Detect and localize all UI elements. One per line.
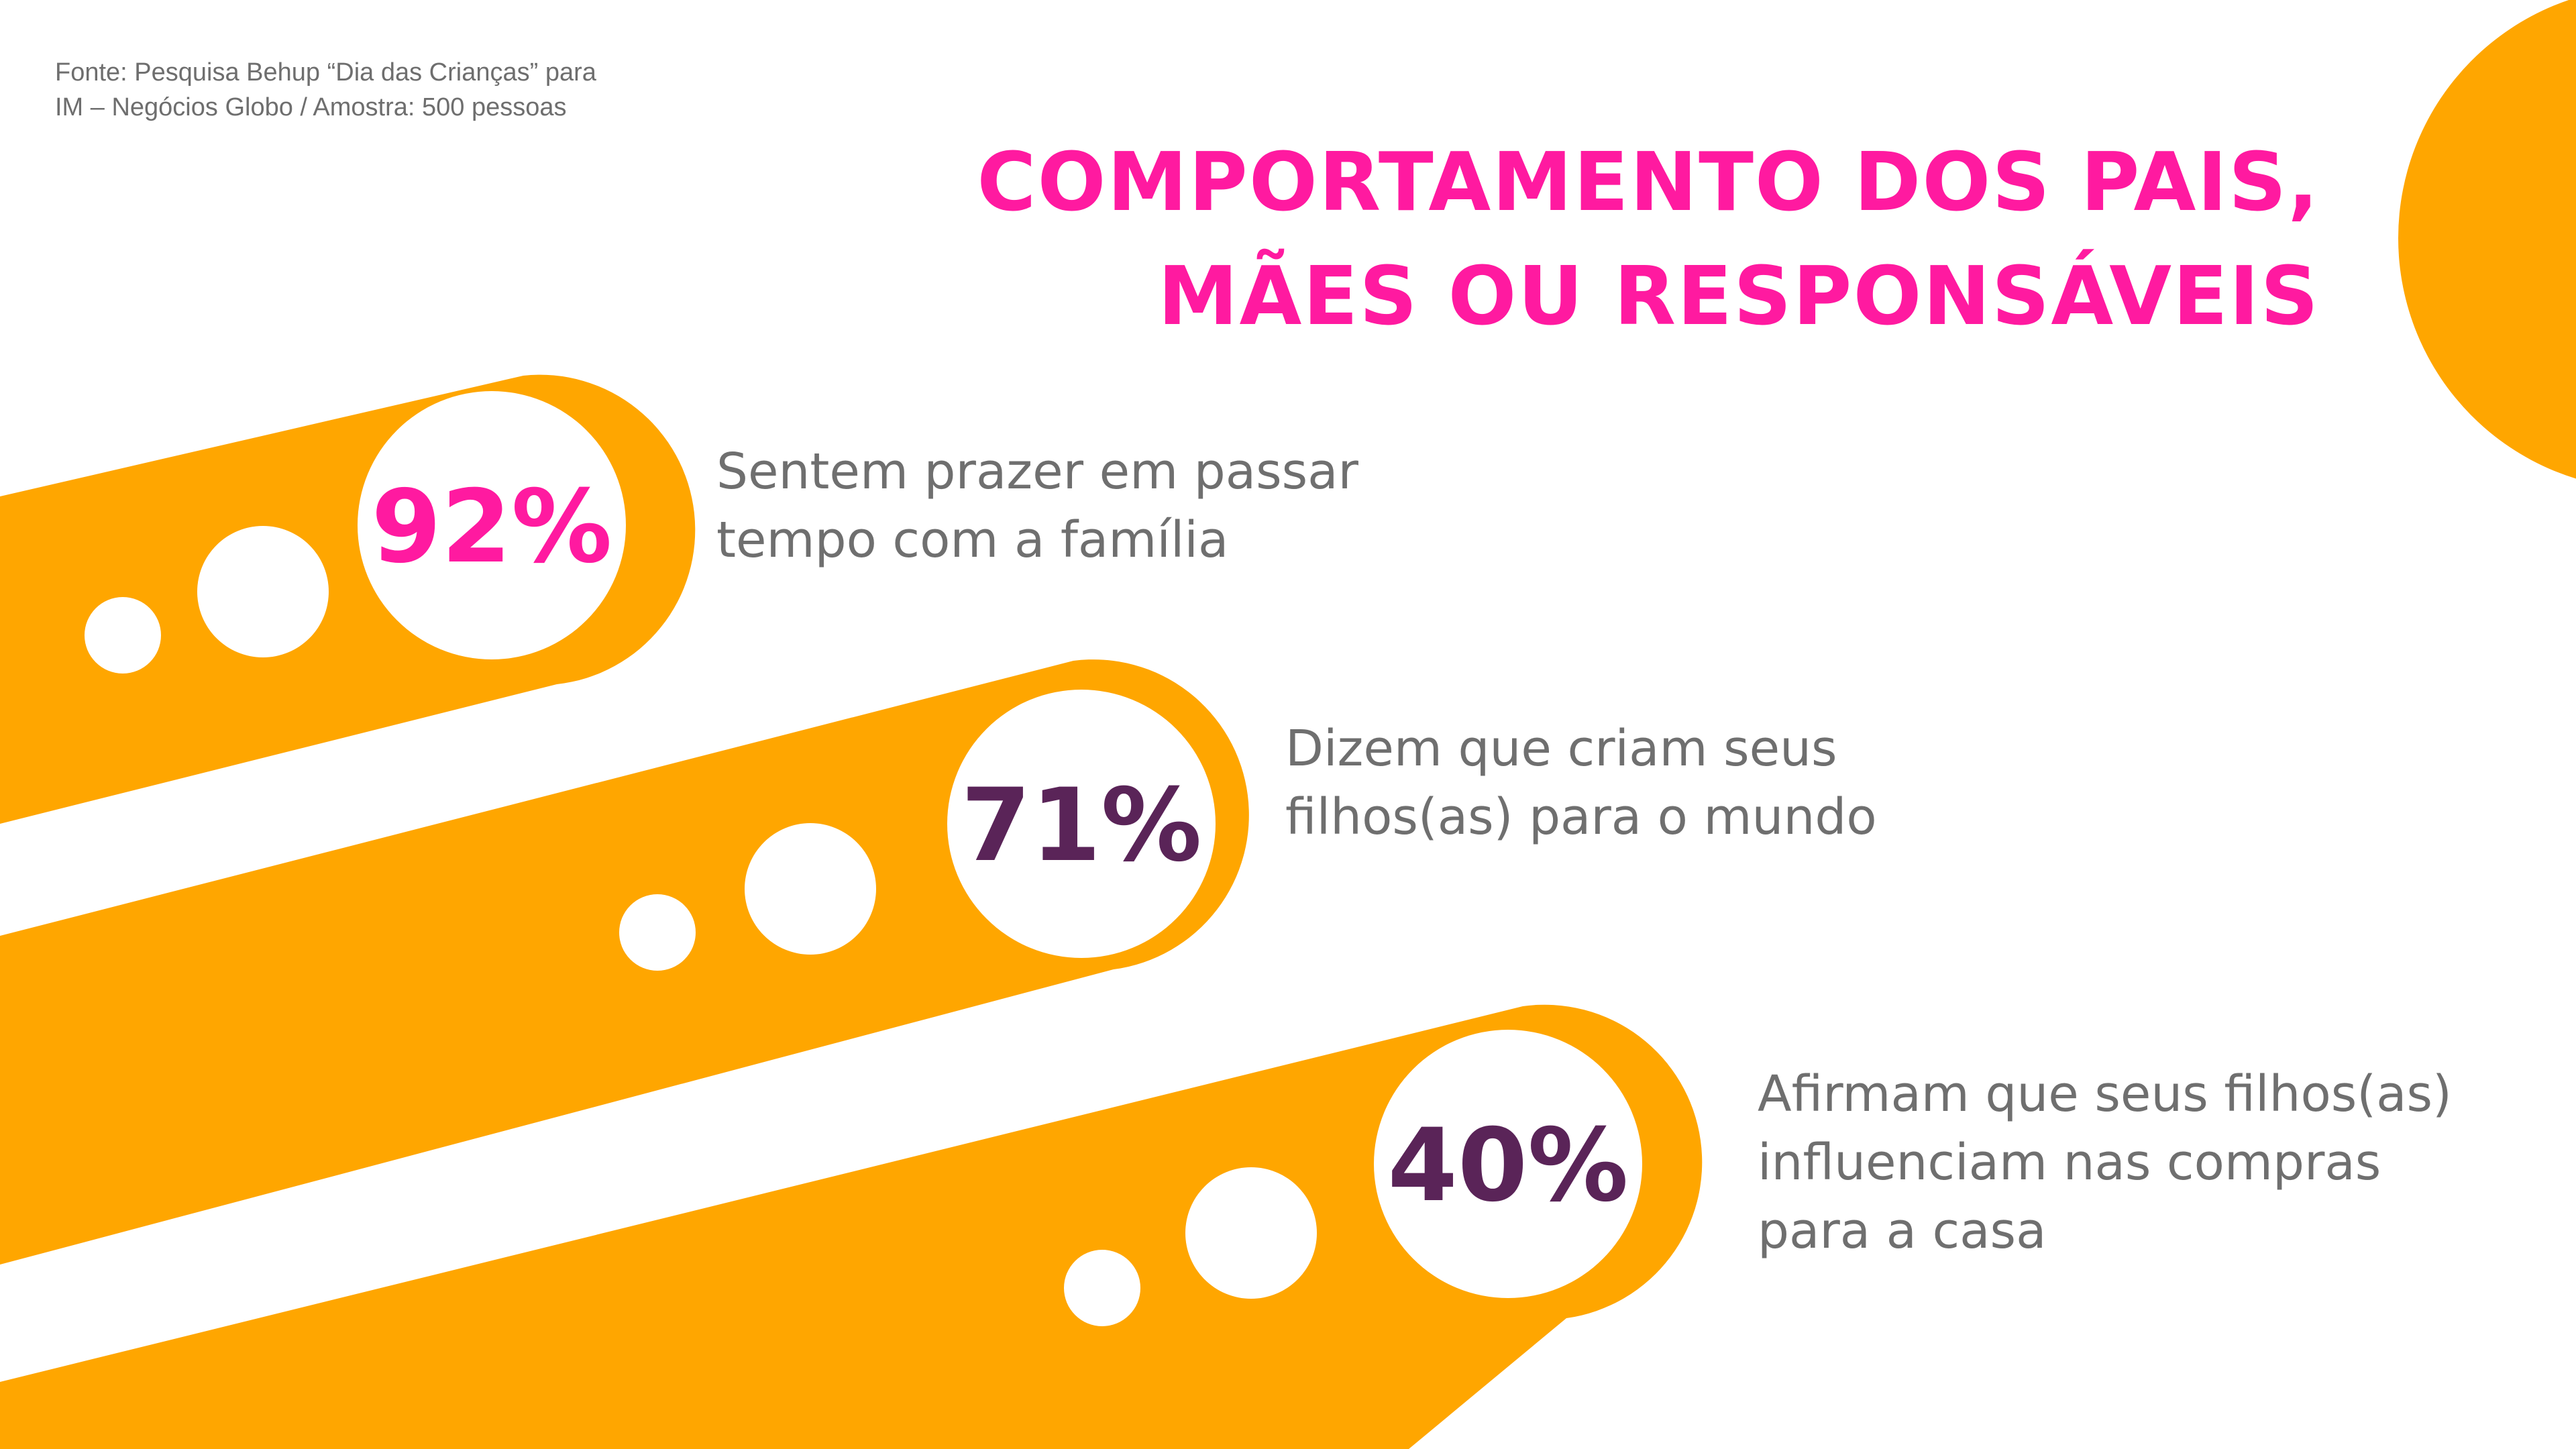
title-line-2: MÃES OU RESPONSÁVEIS	[1158, 250, 2320, 343]
page-title: COMPORTAMENTO DOS PAIS, MÃES OU RESPONSÁ…	[777, 126, 2320, 354]
small-dot-3	[1064, 1250, 1140, 1326]
stat-label-2: Dizem que criam seus filhos(as) para o m…	[1285, 714, 1877, 851]
small-dot-1	[85, 597, 161, 674]
orange-band-3	[0, 1004, 1703, 1449]
orange-band-2	[0, 659, 1249, 1265]
stat-value-2: 71%	[961, 767, 1201, 884]
value-circle-1	[358, 391, 626, 659]
stat-value-3: 40%	[1387, 1108, 1628, 1224]
source-line-1: Fonte: Pesquisa Behup “Dia das Crianças”…	[55, 58, 596, 87]
stat-value-1: 92%	[371, 469, 612, 586]
stat-label-3-line-1: Afirmam que seus filhos(as)	[1758, 1065, 2452, 1123]
stat-label-3: Afirmam que seus filhos(as) influenciam …	[1758, 1060, 2452, 1265]
source-line-2: IM – Negócios Globo / Amostra: 500 pesso…	[55, 93, 567, 121]
stat-label-1: Sentem prazer em passar tempo com a famí…	[716, 437, 1358, 574]
small-dot-2	[619, 894, 696, 971]
stat-label-1-line-2: tempo com a família	[716, 511, 1229, 569]
medium-dot-3	[1185, 1167, 1317, 1299]
stat-label-2-line-2: filhos(as) para o mundo	[1285, 788, 1877, 846]
medium-dot-1	[197, 526, 329, 657]
stat-label-2-line-1: Dizem que criam seus	[1285, 720, 1837, 777]
title-line-1: COMPORTAMENTO DOS PAIS,	[977, 136, 2320, 229]
value-circle-2	[947, 690, 1216, 958]
source-note: Fonte: Pesquisa Behup “Dia das Crianças”…	[55, 55, 699, 125]
stat-label-3-line-2: influenciam nas compras	[1758, 1134, 2381, 1191]
value-circle-3	[1374, 1030, 1642, 1298]
stat-label-3-line-3: para a casa	[1758, 1202, 2047, 1260]
corner-orange-circle	[2398, 0, 2576, 479]
medium-dot-2	[745, 823, 876, 955]
stat-label-1-line-1: Sentem prazer em passar	[716, 443, 1358, 500]
